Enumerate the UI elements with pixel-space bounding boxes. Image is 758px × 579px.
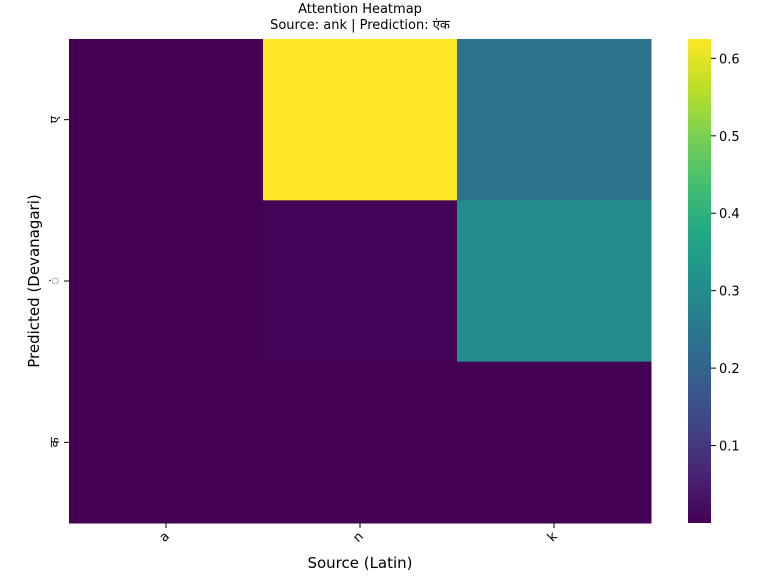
y-tick-label: ं bbox=[48, 277, 63, 285]
heatmap-cell-r0-c1 bbox=[263, 39, 458, 201]
colorbar-tick-label: 0.3 bbox=[719, 285, 740, 300]
y-tick-label: ए bbox=[48, 115, 63, 123]
x-tick-label: k bbox=[545, 529, 561, 545]
colorbar-tick-label: 0.6 bbox=[719, 52, 740, 67]
x-tick-label: n bbox=[350, 529, 366, 545]
chart-subtitle: Source: ank | Prediction: एंक bbox=[270, 18, 451, 33]
y-tick-label: क bbox=[48, 436, 63, 447]
heatmap-cell-r1-c1 bbox=[263, 200, 458, 363]
colorbar-tick-label: 0.1 bbox=[719, 440, 740, 455]
y-axis-label: Predicted (Devanagari) bbox=[25, 194, 43, 367]
heatmap-cells bbox=[69, 39, 652, 524]
chart-title: Attention Heatmap bbox=[298, 2, 422, 17]
heatmap-cell-r0-c2 bbox=[457, 39, 652, 201]
colorbar bbox=[688, 39, 711, 523]
heatmap-cell-r2-c1 bbox=[263, 361, 458, 524]
x-axis-label: Source (Latin) bbox=[307, 554, 412, 572]
y-axis-ticks: एं क bbox=[48, 115, 69, 447]
colorbar-tick-label: 0.4 bbox=[719, 207, 740, 222]
colorbar-tick-label: 0.2 bbox=[719, 362, 740, 377]
x-tick-label: a bbox=[157, 529, 173, 545]
heatmap-cell-r1-c2 bbox=[457, 200, 652, 363]
colorbar-tick-label: 0.5 bbox=[719, 130, 740, 145]
heatmap-cell-r0-c0 bbox=[69, 39, 264, 201]
heatmap-cell-r2-c2 bbox=[457, 361, 652, 524]
colorbar-ticks: 0.1 0.2 0.3 0.4 0.5 0.6 bbox=[711, 52, 740, 455]
heatmap-cell-r1-c0 bbox=[69, 200, 264, 363]
heatmap-cell-r2-c0 bbox=[69, 361, 264, 524]
